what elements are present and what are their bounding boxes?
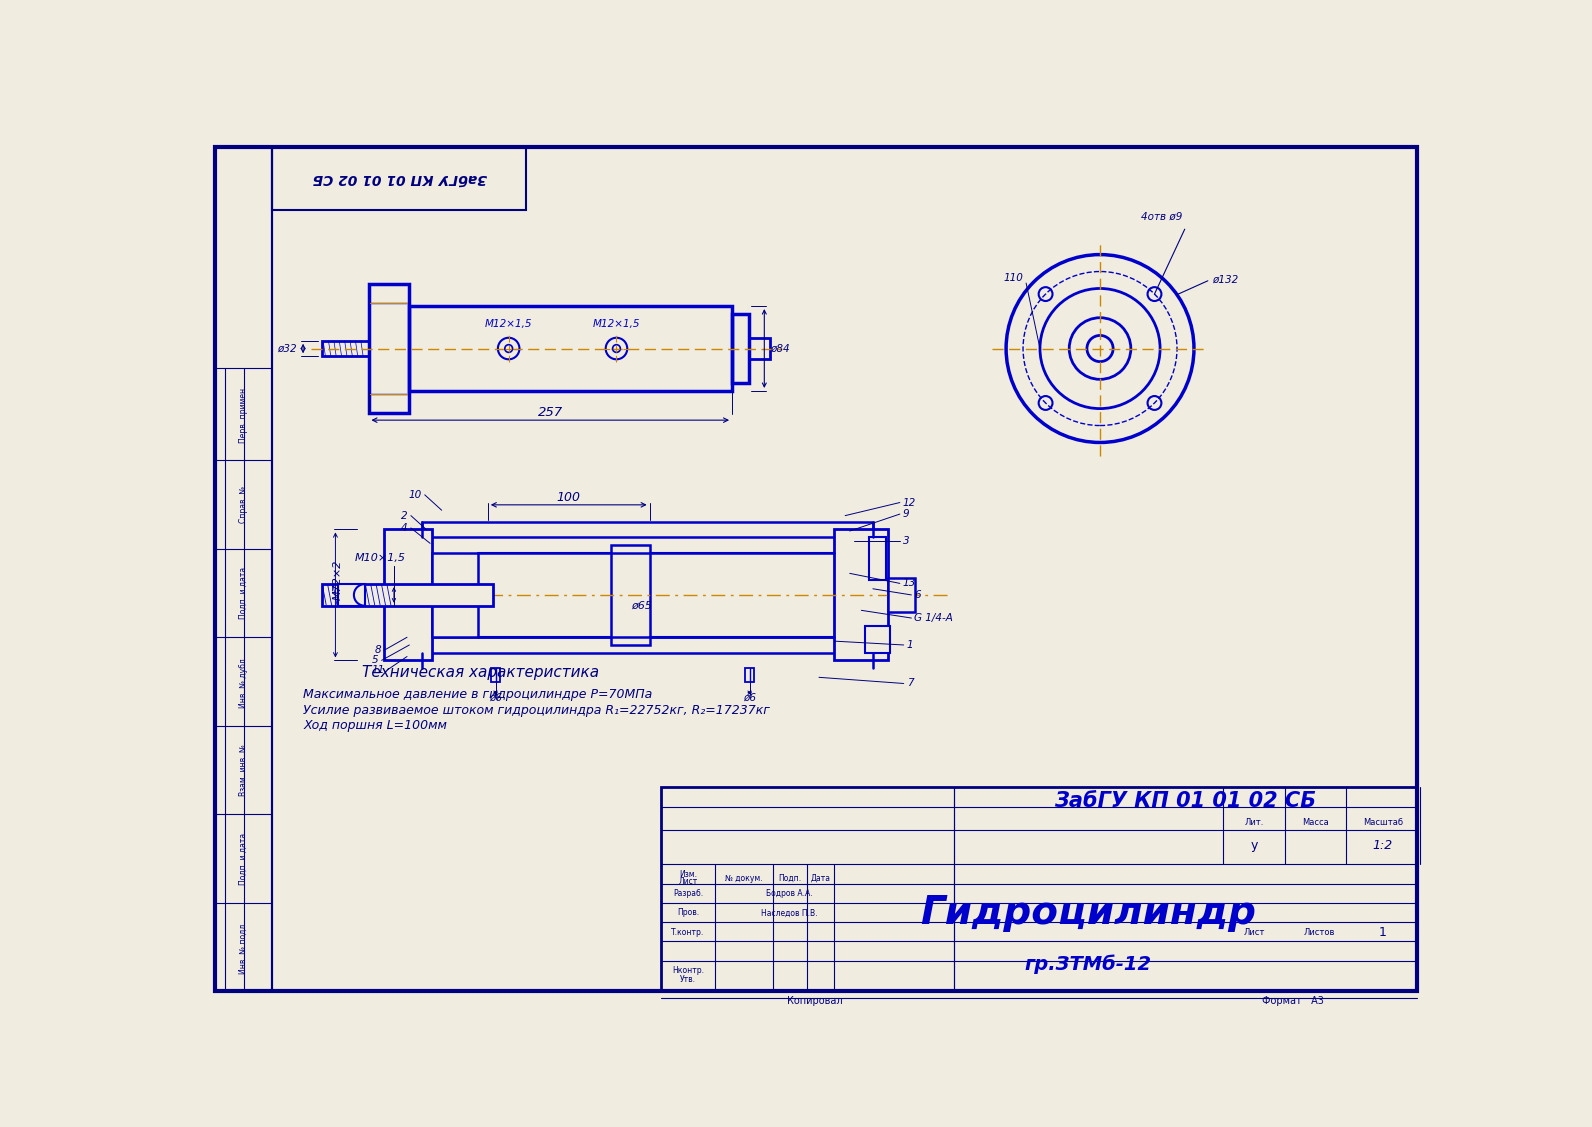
- Text: Копировал: Копировал: [788, 996, 842, 1006]
- Text: ø6: ø6: [743, 692, 756, 702]
- Text: Масса: Масса: [1302, 817, 1329, 826]
- Text: M12×1,5: M12×1,5: [486, 319, 532, 329]
- Text: ø132: ø132: [1212, 274, 1239, 284]
- Text: Нконтр.: Нконтр.: [672, 966, 704, 975]
- Text: 2: 2: [401, 511, 408, 521]
- Text: ø6: ø6: [489, 692, 501, 702]
- Text: Формат   А3: Формат А3: [1261, 996, 1323, 1006]
- Text: Лист: Лист: [1243, 928, 1264, 937]
- Text: 5: 5: [373, 656, 379, 665]
- Text: Взам. инв. №: Взам. инв. №: [239, 745, 247, 797]
- Text: Подп. и дата: Подп. и дата: [239, 833, 247, 885]
- Text: Справ. №: Справ. №: [239, 486, 247, 523]
- Bar: [888, 578, 915, 612]
- Text: Инв. № подл.: Инв. № подл.: [239, 921, 247, 974]
- Text: ЗабГУ КП 01 01 02 СБ: ЗабГУ КП 01 01 02 СБ: [1054, 790, 1317, 810]
- Bar: [384, 530, 431, 660]
- Text: 100: 100: [557, 490, 581, 504]
- Text: Дата: Дата: [810, 873, 831, 882]
- Text: ЗабГУ КП 01 01 02 СБ: ЗабГУ КП 01 01 02 СБ: [312, 171, 487, 185]
- Bar: [422, 637, 872, 653]
- Bar: [422, 522, 872, 538]
- Text: № докум.: № докум.: [724, 873, 763, 882]
- Text: ø65: ø65: [632, 601, 653, 611]
- Bar: [888, 578, 915, 612]
- Bar: [272, 147, 527, 210]
- Bar: [732, 314, 748, 383]
- Text: 10: 10: [409, 490, 422, 500]
- Bar: [322, 584, 494, 605]
- Text: Лит.: Лит.: [1245, 817, 1264, 826]
- Text: Утв.: Утв.: [680, 976, 696, 984]
- Bar: [422, 653, 872, 668]
- Text: 9: 9: [903, 509, 909, 520]
- Bar: [368, 284, 409, 414]
- Bar: [322, 340, 368, 356]
- Bar: [384, 530, 431, 660]
- Text: Листов: Листов: [1304, 928, 1336, 937]
- Text: 1: 1: [907, 640, 914, 650]
- Text: M10×1,5: M10×1,5: [355, 552, 406, 562]
- Text: Бодров А.А.: Бодров А.А.: [766, 889, 814, 898]
- Text: Т.контр.: Т.контр.: [672, 928, 705, 937]
- Text: 4: 4: [401, 523, 408, 533]
- Bar: [864, 625, 890, 653]
- Text: 8: 8: [374, 646, 380, 656]
- Text: Изм.: Изм.: [680, 870, 697, 879]
- Text: Разраб.: Разраб.: [673, 889, 704, 898]
- Text: 11: 11: [371, 665, 385, 675]
- Text: ø32: ø32: [277, 344, 298, 354]
- Text: М72×2: М72×2: [333, 559, 342, 600]
- Text: 6: 6: [914, 589, 922, 600]
- Bar: [422, 522, 872, 538]
- Text: Техническая характеристика: Техническая характеристика: [361, 665, 599, 680]
- Bar: [869, 538, 887, 579]
- Text: 110: 110: [1003, 273, 1024, 283]
- Text: 3: 3: [903, 536, 909, 545]
- Text: 1:2: 1:2: [1372, 838, 1393, 852]
- Text: Масштаб: Масштаб: [1363, 817, 1403, 826]
- Text: Подп. и дата: Подп. и дата: [239, 567, 247, 620]
- Text: 13: 13: [903, 578, 915, 588]
- Text: 7: 7: [907, 678, 914, 689]
- Bar: [834, 530, 888, 660]
- Text: гр.ЗТМб-12: гр.ЗТМб-12: [1025, 955, 1153, 975]
- Bar: [611, 544, 650, 645]
- Bar: [431, 552, 478, 637]
- Text: 1: 1: [1379, 925, 1387, 939]
- Text: ø84: ø84: [771, 344, 790, 354]
- Bar: [431, 552, 478, 637]
- Bar: [745, 668, 755, 682]
- Text: 12: 12: [903, 497, 915, 507]
- Bar: [748, 338, 771, 360]
- Text: Максимальное давление в гидроцилиндре Р=70МПа: Максимальное давление в гидроцилиндре Р=…: [302, 689, 653, 701]
- Bar: [490, 668, 500, 682]
- Text: Подп.: Подп.: [778, 873, 801, 882]
- Text: 257: 257: [538, 406, 564, 419]
- Text: G 1/4-А: G 1/4-А: [914, 613, 954, 623]
- Bar: [834, 530, 888, 660]
- Text: Перв. примен.: Перв. примен.: [239, 385, 247, 443]
- Bar: [869, 538, 887, 579]
- Bar: [661, 788, 1417, 992]
- Text: 4отв ø9: 4отв ø9: [1141, 212, 1183, 222]
- Text: Ход поршня L=100мм: Ход поршня L=100мм: [302, 719, 447, 733]
- Text: M12×1,5: M12×1,5: [592, 319, 640, 329]
- Text: Гидроцилиндр: Гидроцилиндр: [920, 894, 1256, 932]
- Text: Инв. № дубл.: Инв. № дубл.: [239, 656, 247, 708]
- Bar: [611, 544, 650, 645]
- Text: Пров.: Пров.: [677, 908, 699, 917]
- Text: у: у: [1250, 838, 1258, 852]
- Bar: [338, 584, 365, 605]
- Bar: [409, 307, 732, 391]
- Text: Лист: Лист: [678, 877, 697, 886]
- Text: Усилие развиваемое штоком гидроцилиндра R₁=22752кг, R₂=17237кг: Усилие развиваемое штоком гидроцилиндра …: [302, 703, 771, 717]
- Text: Наследов П.В.: Наследов П.В.: [761, 908, 818, 917]
